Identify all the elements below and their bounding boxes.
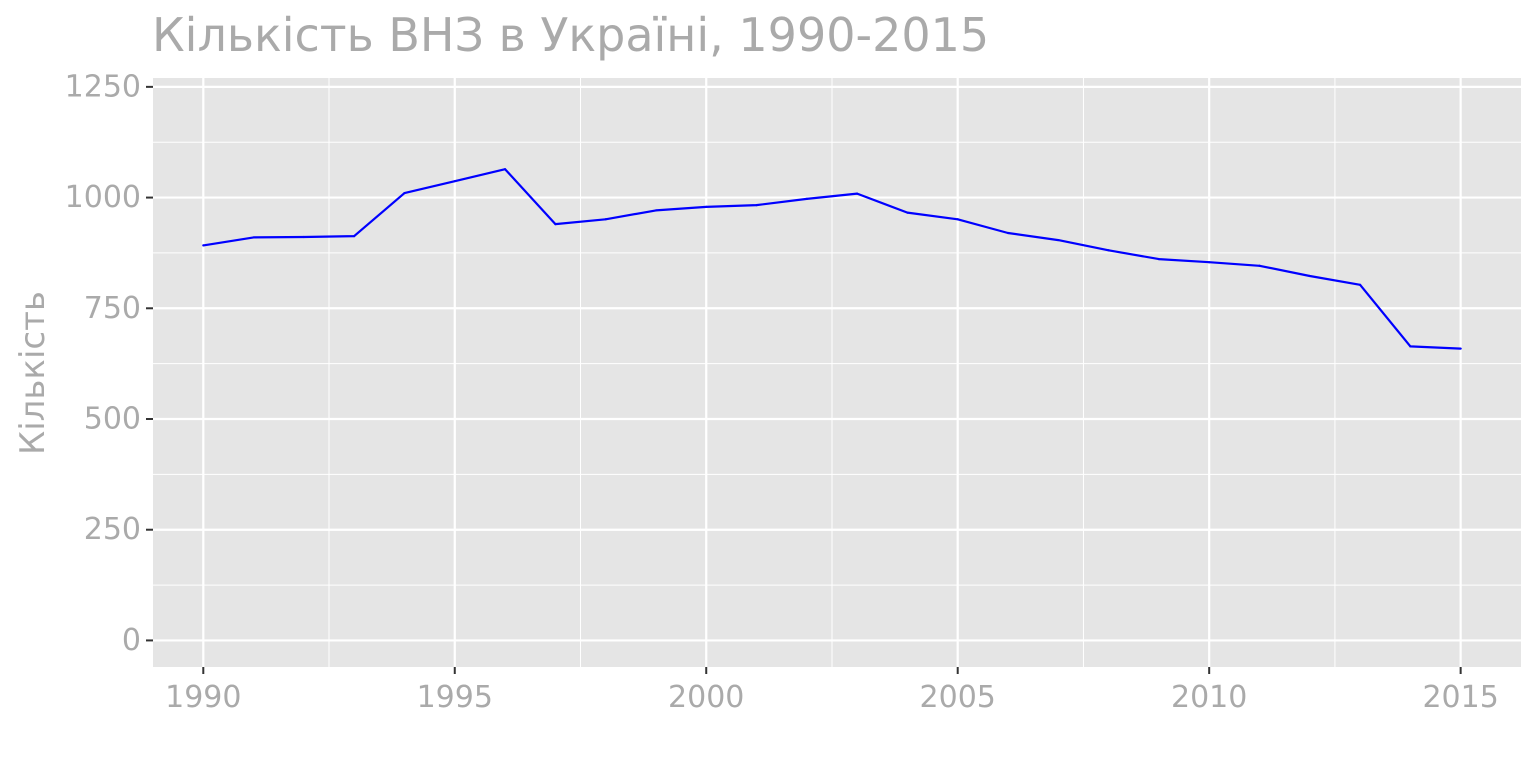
data-point	[1258, 264, 1261, 267]
x-tick-label: 2010	[1171, 680, 1247, 715]
data-point	[1057, 238, 1060, 242]
data-point	[604, 218, 607, 221]
data-point	[705, 205, 708, 208]
data-point	[1157, 258, 1160, 261]
y-tick-label: 1000	[65, 180, 141, 215]
data-point	[202, 244, 205, 247]
data-point	[1208, 261, 1211, 264]
data-point	[1006, 231, 1010, 235]
axes: 0 250 500 750 1000 1250 1990 1995 2000 2005 2010 20…	[65, 69, 1499, 715]
data-point	[453, 180, 456, 183]
data-point	[554, 223, 557, 226]
y-axis-title: Кількість	[13, 291, 53, 455]
x-tick-label: 1995	[417, 680, 493, 715]
data-point	[503, 168, 507, 171]
chart-title: Кількість ВНЗ в Україні, 1990-2015	[152, 8, 990, 62]
grid-lines	[153, 78, 1521, 667]
y-tick-label: 250	[84, 512, 141, 547]
data-point	[1459, 347, 1462, 350]
y-tick-label: 500	[84, 402, 141, 437]
x-tick-label: 1990	[165, 680, 241, 715]
data-point	[755, 204, 758, 207]
x-tick-label: 2000	[668, 680, 744, 715]
data-point	[654, 209, 658, 212]
plot-panel	[153, 78, 1521, 667]
y-tick-label: 1250	[65, 69, 141, 104]
data-point	[1409, 345, 1412, 348]
y-tick-label: 0	[122, 623, 141, 658]
data-point	[805, 197, 808, 200]
data-point	[1107, 249, 1110, 252]
x-tick-label: 2005	[920, 680, 996, 715]
y-tick-label: 750	[84, 291, 141, 326]
data-point	[403, 192, 406, 195]
data-point	[353, 235, 356, 238]
data-series	[202, 168, 1462, 350]
x-tick-label: 2015	[1422, 680, 1498, 715]
series-line	[203, 168, 1461, 350]
data-point	[856, 192, 859, 195]
data-point	[252, 236, 255, 239]
data-point	[906, 211, 909, 214]
data-point	[302, 235, 305, 239]
data-point	[956, 218, 959, 221]
data-point	[1358, 283, 1362, 286]
data-point	[1308, 274, 1311, 278]
